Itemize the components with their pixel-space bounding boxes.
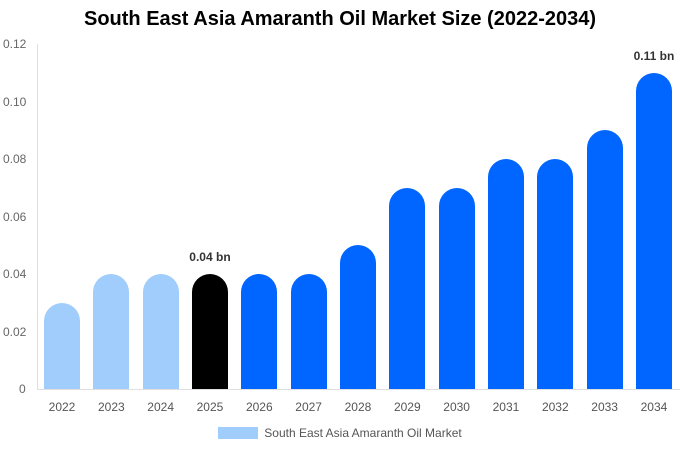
x-axis-line <box>37 389 680 390</box>
bar-2034[interactable] <box>635 72 672 389</box>
x-tick-label: 2033 <box>591 400 618 414</box>
legend-swatch <box>218 427 259 439</box>
x-tick-label: 2031 <box>492 400 520 414</box>
bar-2031[interactable] <box>487 159 524 389</box>
x-tick-label: 2027 <box>295 400 322 414</box>
bar-2029[interactable] <box>389 187 426 389</box>
y-tick-label: 0.04 <box>3 267 27 281</box>
bar-2027[interactable] <box>290 274 327 389</box>
bar-2023[interactable] <box>93 274 130 389</box>
y-tick-label: 0 <box>19 382 26 396</box>
legend-label: South East Asia Amaranth Oil Market <box>264 426 462 440</box>
x-tick-label: 2028 <box>344 400 372 414</box>
y-tick-label: 0.10 <box>3 94 27 109</box>
bar-2028[interactable] <box>339 245 376 389</box>
data-label-2025: 0.04 bn <box>189 250 231 264</box>
x-tick-label: 2030 <box>443 400 470 414</box>
x-tick-label: 2034 <box>640 400 668 414</box>
x-tick-label: 2026 <box>245 400 273 414</box>
chart-title: South East Asia Amaranth Oil Market Size… <box>83 8 597 30</box>
bar-2030[interactable] <box>438 187 475 389</box>
y-tick-label: 0.12 <box>3 37 27 51</box>
bar-2026[interactable] <box>241 274 278 389</box>
bar-2033[interactable] <box>586 130 623 389</box>
bar-2024[interactable] <box>142 274 179 389</box>
bar-2025[interactable] <box>191 274 228 389</box>
x-tick-label: 2032 <box>541 400 569 414</box>
bar-2022[interactable] <box>44 302 80 389</box>
y-tick-label: 0.06 <box>3 209 27 224</box>
data-label-2034: 0.11 bn <box>633 48 675 63</box>
x-tick-label: 2022 <box>48 400 76 414</box>
bar-2032[interactable] <box>537 159 574 389</box>
x-tick-label: 2029 <box>393 400 421 414</box>
y-tick-label: 0.08 <box>3 152 27 166</box>
y-axis-line <box>37 44 38 389</box>
legend: South East Asia Amaranth Oil Market <box>0 426 680 440</box>
x-tick-label: 2023 <box>97 400 125 414</box>
x-tick-label: 2025 <box>196 400 224 414</box>
y-tick-label: 0.02 <box>3 324 27 339</box>
x-tick-label: 2024 <box>147 400 174 414</box>
